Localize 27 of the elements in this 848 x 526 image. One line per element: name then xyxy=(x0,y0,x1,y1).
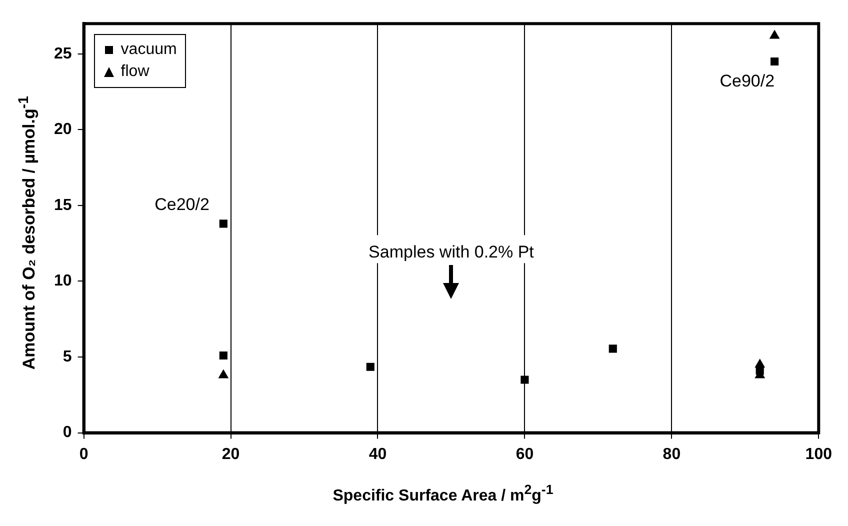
y-tick-label: 25 xyxy=(54,45,72,62)
y-tick-label: 5 xyxy=(62,348,72,366)
point xyxy=(520,376,529,384)
point xyxy=(219,351,228,360)
point xyxy=(366,362,374,371)
point xyxy=(219,220,228,228)
y-tick-label: 20 xyxy=(54,121,72,138)
annotation: Samples with 0.2% Pt xyxy=(368,242,534,262)
point xyxy=(770,30,780,39)
y-tick-label: 10 xyxy=(54,272,72,290)
x-tick-label: 60 xyxy=(516,446,534,463)
x-tick-label: 20 xyxy=(222,446,240,463)
annotation: Ce20/2 xyxy=(154,194,210,214)
point xyxy=(756,366,764,375)
y-tick-label: 15 xyxy=(54,196,72,214)
legend-label: vacuum xyxy=(120,40,177,60)
x-axis-title: Specific Surface Area / m$^{2}$g$^{-1}$ xyxy=(332,482,554,506)
point xyxy=(770,57,779,66)
x-tick-label: 100 xyxy=(805,446,832,463)
x-tick-label: 40 xyxy=(368,446,387,463)
point xyxy=(218,370,228,378)
y-tick-label: 0 xyxy=(62,424,72,442)
legend-label: flow xyxy=(120,62,150,82)
annotation: Ce90/2 xyxy=(720,72,775,91)
x-tick-label: 0 xyxy=(79,446,88,463)
x-tick-label: 80 xyxy=(662,446,681,463)
point xyxy=(608,344,617,353)
